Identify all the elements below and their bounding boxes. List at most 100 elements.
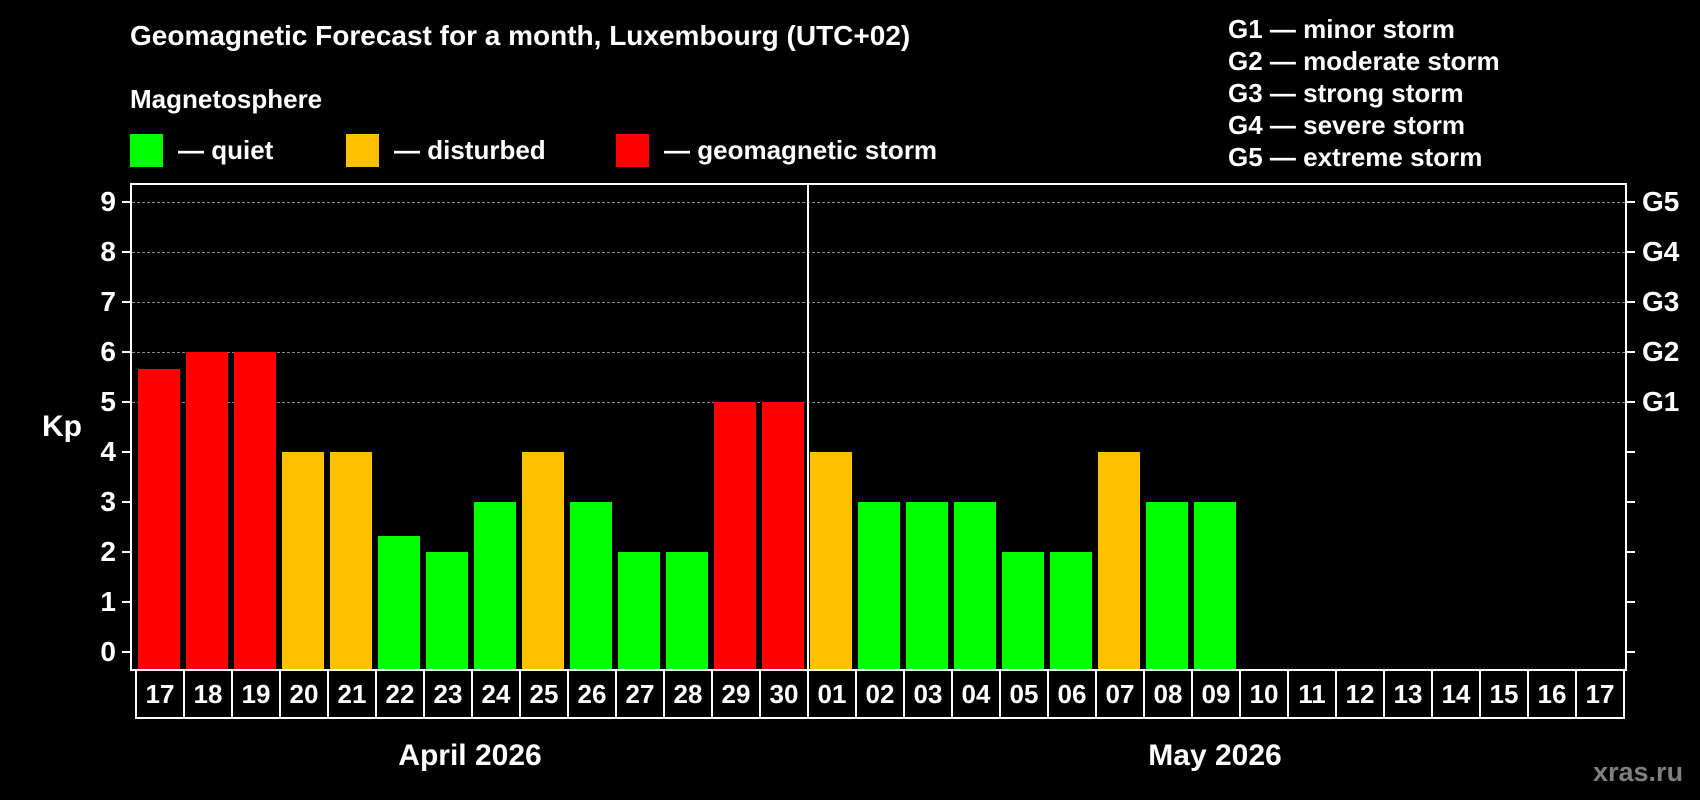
storm-scale-legend: G1 — minor storm G2 — moderate storm G3 … xyxy=(1228,13,1500,173)
y-axis-label: Kp xyxy=(42,410,82,443)
y-tick-left xyxy=(122,551,130,553)
month-label-may: May 2026 xyxy=(1148,739,1282,772)
y-tick-right xyxy=(1627,351,1635,353)
y-tick-right xyxy=(1627,451,1635,453)
storm-scale-g2: G2 — moderate storm xyxy=(1228,46,1500,76)
date-cell: 15 xyxy=(1481,671,1529,717)
y-tick-right xyxy=(1627,201,1635,203)
bar-storm-18 xyxy=(186,352,228,669)
legend-label-quiet: — quiet xyxy=(178,135,274,165)
y-tick-label: 4 xyxy=(100,436,116,467)
gridline-9 xyxy=(132,202,1625,203)
watermark: xras.ru xyxy=(1593,757,1684,787)
y-tick-label: 5 xyxy=(100,386,116,417)
date-cell: 06 xyxy=(1049,671,1097,717)
y-tick-label: 3 xyxy=(100,486,116,517)
date-cell: 21 xyxy=(329,671,377,717)
date-cell: 01 xyxy=(809,671,857,717)
y-tick-label: 2 xyxy=(100,536,116,567)
storm-level-label-g5: G5 xyxy=(1642,186,1680,217)
date-cell: 30 xyxy=(761,671,809,717)
y-tick-left xyxy=(122,601,130,603)
y-tick-left xyxy=(122,451,130,453)
bar-quiet-22 xyxy=(378,535,420,669)
y-tick-right xyxy=(1627,501,1635,503)
gridline-7 xyxy=(132,302,1625,303)
date-cell: 14 xyxy=(1433,671,1481,717)
y-tick-left xyxy=(122,251,130,253)
y-tick-left xyxy=(122,351,130,353)
date-cell: 10 xyxy=(1241,671,1289,717)
month-divider xyxy=(807,185,809,669)
date-cell: 23 xyxy=(425,671,473,717)
y-tick-right xyxy=(1627,251,1635,253)
bar-storm-30 xyxy=(762,402,804,669)
date-axis: 17 18 19 20 21 22 23 24 25 26 27 28 29 30 01 02 03 04 05 06… xyxy=(135,669,1625,719)
date-cell: 18 xyxy=(185,671,233,717)
legend-item-quiet: — quiet xyxy=(130,134,273,167)
y-tick-right xyxy=(1627,651,1635,653)
bar-quiet-09 xyxy=(1194,502,1236,669)
storm-level-label-g1: G1 xyxy=(1642,386,1680,417)
storm-scale-g5: G5 — extreme storm xyxy=(1228,142,1483,172)
y-tick-left xyxy=(122,651,130,653)
bar-quiet-02 xyxy=(858,502,900,669)
legend-swatch-quiet xyxy=(130,134,163,167)
bar-quiet-24 xyxy=(474,502,516,669)
date-cell: 12 xyxy=(1337,671,1385,717)
bar-quiet-03 xyxy=(906,502,948,669)
bar-quiet-26 xyxy=(570,502,612,669)
storm-scale-g1: G1 — minor storm xyxy=(1228,14,1455,44)
date-cell: 29 xyxy=(713,671,761,717)
bar-disturbed-01 xyxy=(810,452,852,669)
y-tick-left xyxy=(122,501,130,503)
y-tick-right xyxy=(1627,401,1635,403)
date-cell: 05 xyxy=(1001,671,1049,717)
date-cell: 27 xyxy=(617,671,665,717)
bar-disturbed-07 xyxy=(1098,452,1140,669)
bar-disturbed-20 xyxy=(282,452,324,669)
bar-quiet-04 xyxy=(954,502,996,669)
y-tick-right xyxy=(1627,301,1635,303)
bar-quiet-27 xyxy=(618,552,660,669)
bar-quiet-23 xyxy=(426,552,468,669)
legend-item-storm: — geomagnetic storm xyxy=(616,134,937,167)
bar-storm-29 xyxy=(714,402,756,669)
y-tick-label: 0 xyxy=(100,636,116,667)
legend-item-disturbed: — disturbed xyxy=(346,134,546,167)
y-tick-label: 1 xyxy=(100,586,116,617)
gridline-5 xyxy=(132,402,1625,403)
date-cell: 25 xyxy=(521,671,569,717)
y-tick-right xyxy=(1627,601,1635,603)
date-cell: 22 xyxy=(377,671,425,717)
bar-storm-19 xyxy=(234,352,276,669)
legend-swatch-disturbed xyxy=(346,134,379,167)
bar-quiet-05 xyxy=(1002,552,1044,669)
date-cell: 26 xyxy=(569,671,617,717)
date-cell: 02 xyxy=(857,671,905,717)
storm-level-label-g3: G3 xyxy=(1642,286,1680,317)
y-tick-label: 6 xyxy=(100,336,116,367)
y-tick-left xyxy=(122,401,130,403)
gridline-6 xyxy=(132,352,1625,353)
chart-subtitle: Magnetosphere xyxy=(130,84,323,114)
bar-storm-17 xyxy=(138,368,180,669)
bar-quiet-06 xyxy=(1050,552,1092,669)
plot-area xyxy=(130,183,1627,671)
date-cell: 28 xyxy=(665,671,713,717)
date-cell: 20 xyxy=(281,671,329,717)
bar-disturbed-25 xyxy=(522,452,564,669)
chart-title: Geomagnetic Forecast for a month, Luxemb… xyxy=(130,20,911,51)
date-cell: 08 xyxy=(1145,671,1193,717)
y-tick-label: 8 xyxy=(100,236,116,267)
date-cell: 24 xyxy=(473,671,521,717)
bar-disturbed-21 xyxy=(330,452,372,669)
date-cell: 03 xyxy=(905,671,953,717)
legend-label-disturbed: — disturbed xyxy=(394,135,546,165)
date-cell: 16 xyxy=(1529,671,1577,717)
storm-level-label-g2: G2 xyxy=(1642,336,1680,367)
date-cell: 13 xyxy=(1385,671,1433,717)
y-axis-right: G1 G2 G3 G4 G5 xyxy=(1625,0,1700,800)
y-tick-left xyxy=(122,201,130,203)
gridline-8 xyxy=(132,252,1625,253)
